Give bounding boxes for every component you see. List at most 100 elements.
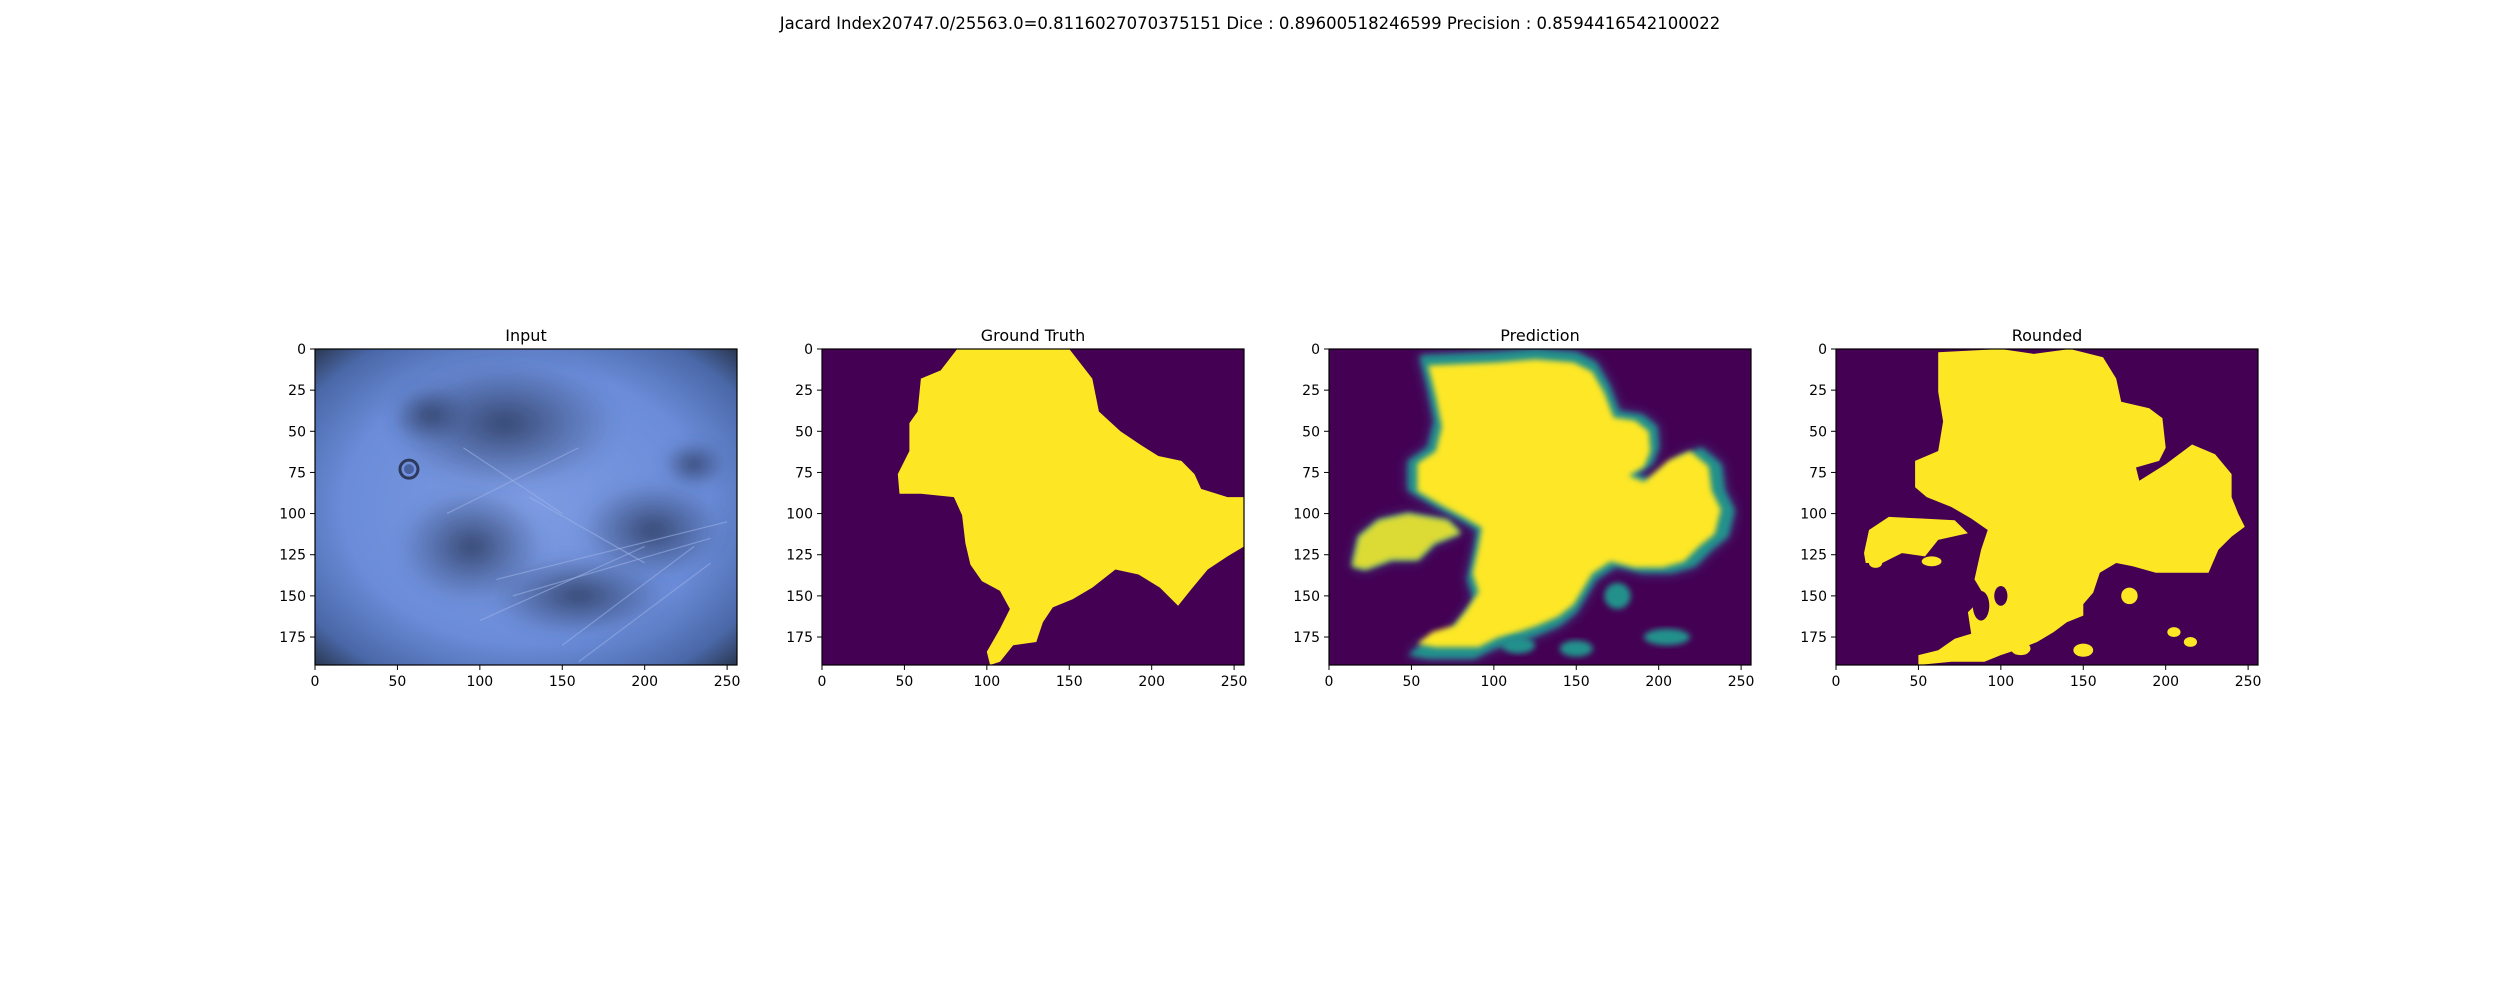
y-tick-label: 125 [786,548,813,564]
y-tick-label: 75 [795,465,813,481]
x-tick-label: 100 [466,674,493,690]
lesion-dark-region [389,385,472,445]
hair-strand [479,545,645,622]
x-tick-label: 0 [1832,674,1841,690]
prediction-spot [1643,628,1691,646]
lesion-mask-fragment [1864,516,1968,563]
y-tick-label: 125 [1800,548,1827,564]
prediction-spot [1604,582,1631,610]
lesion-mask [1915,349,2245,665]
y-tick-label: 25 [1809,383,1827,399]
mask-speck [2183,637,2198,647]
prediction-title: Prediction [1500,326,1579,345]
prediction-spot [1502,637,1536,654]
lesion-dark-region [661,439,728,489]
x-tick-label: 250 [1221,674,1248,690]
mask-hole [2106,579,2127,600]
y-tick-label: 0 [297,342,306,358]
x-tick-label: 100 [1480,674,1507,690]
y-tick-label: 150 [1800,589,1827,605]
ground-truth-image [822,349,1244,665]
input-title: Input [505,326,546,345]
y-tick-label: 0 [804,342,813,358]
y-tick-label: 50 [1302,424,1320,440]
x-tick-label: 250 [714,674,741,690]
x-tick-label: 50 [389,674,407,690]
prediction-image [1329,349,1751,665]
input-image [315,349,737,665]
x-tick-label: 200 [1138,674,1165,690]
y-tick-label: 75 [1302,465,1320,481]
x-tick-label: 250 [2235,674,2262,690]
rounded-panel: Rounded 0 50 100 150 200 250 0 25 50 75 100 125 150 17… [1800,326,2261,690]
prediction-frame [1328,348,1752,666]
rounded-title: Rounded [2012,326,2083,345]
hair-strand [528,496,645,564]
x-tick-label: 250 [1728,674,1755,690]
y-tick-label: 75 [288,465,306,481]
x-tick-label: 50 [1910,674,1928,690]
y-tick-label: 175 [279,630,306,646]
prediction-panel: Prediction 0 50 100 150 200 250 0 25 50 75 100 125 15… [1293,326,1754,690]
hair-strand [496,521,728,580]
x-tick-label: 150 [1056,674,1083,690]
hair-strand [578,562,711,663]
y-tick-label: 150 [279,589,306,605]
y-tick-label: 75 [1809,465,1827,481]
rounded-frame [1835,348,2259,666]
y-tick-label: 100 [1800,507,1827,523]
y-tick-label: 50 [1809,424,1827,440]
mask-speck [1868,558,1883,568]
x-tick-label: 150 [1563,674,1590,690]
x-tick-label: 150 [549,674,576,690]
x-tick-label: 150 [2070,674,2097,690]
mask-hole [1972,590,1990,621]
y-tick-label: 100 [786,507,813,523]
y-tick-label: 25 [795,383,813,399]
y-tick-label: 125 [1293,548,1320,564]
ground-truth-title: Ground Truth [981,326,1086,345]
x-tick-label: 50 [1403,674,1421,690]
lesion-mask [897,349,1244,665]
x-tick-label: 200 [631,674,658,690]
x-tick-label: 200 [1645,674,1672,690]
y-tick-label: 25 [288,383,306,399]
figure-suptitle: Jacard Index20747.0/25563.0=0.8116027070… [779,14,1721,33]
mask-speck [2010,641,2031,656]
ground-truth-frame [821,348,1245,666]
input-frame [314,348,738,666]
y-tick-label: 50 [288,424,306,440]
rounded-image [1836,349,2258,665]
mask-speck [1921,556,1942,567]
mask-hole [1994,586,2008,606]
y-tick-label: 175 [786,630,813,646]
x-tick-label: 0 [1325,674,1334,690]
y-tick-label: 175 [1293,630,1320,646]
x-tick-label: 0 [818,674,827,690]
y-tick-label: 100 [1293,507,1320,523]
y-tick-label: 50 [795,424,813,440]
y-tick-label: 125 [279,548,306,564]
input-panel: Input 0 50 100 150 200 250 0 25 50 75 100 125 150 175 [279,326,740,690]
y-tick-label: 150 [1293,589,1320,605]
hair-strand [561,546,695,646]
y-tick-label: 25 [1302,383,1320,399]
air-bubble [398,458,420,480]
ground-truth-panel: Ground Truth 0 50 100 150 200 250 0 25 50 75 100 125… [786,326,1247,690]
prediction-core [1417,359,1721,648]
x-tick-label: 50 [896,674,914,690]
hair-strand [463,447,563,515]
y-tick-label: 0 [1311,342,1320,358]
mask-speck [2167,627,2181,638]
x-tick-label: 200 [2152,674,2179,690]
prediction-spot [1559,640,1593,657]
x-tick-label: 0 [311,674,320,690]
mask-speck [2121,587,2138,605]
y-tick-label: 0 [1818,342,1827,358]
y-tick-label: 150 [786,589,813,605]
prediction-core-fragment [1352,513,1461,570]
y-tick-label: 100 [279,507,306,523]
mask-hole [2126,571,2140,588]
lesion-dark-region [578,480,728,580]
